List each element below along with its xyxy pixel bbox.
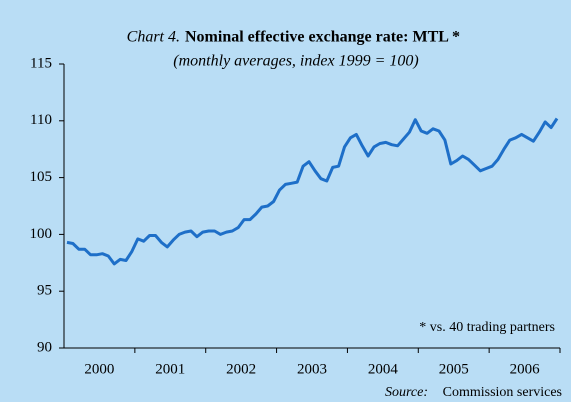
x-tick-label: 2002 bbox=[226, 361, 256, 377]
y-tick-label: 100 bbox=[30, 226, 53, 242]
x-tick-label: 2003 bbox=[297, 361, 327, 377]
source: Commission services bbox=[443, 385, 562, 400]
chart-subtitle: (monthly averages, index 1999 = 100) bbox=[173, 53, 418, 70]
y-tick-label: 105 bbox=[30, 169, 53, 185]
y-tick-label: 110 bbox=[30, 112, 52, 128]
y-tick-label: 95 bbox=[37, 283, 52, 299]
y-tick-label: 90 bbox=[37, 339, 52, 355]
x-tick-label: 2006 bbox=[510, 361, 541, 377]
chart-title: Nominal effective exchange rate: MTL * bbox=[185, 29, 460, 46]
x-tick-label: 2001 bbox=[155, 361, 185, 377]
source-label: Source: bbox=[385, 385, 428, 400]
annotation: * vs. 40 trading partners bbox=[419, 320, 555, 335]
x-tick-label: 2005 bbox=[439, 361, 469, 377]
x-tick-label: 2004 bbox=[368, 361, 399, 377]
x-tick-label: 2000 bbox=[84, 361, 114, 377]
y-tick-label: 115 bbox=[30, 55, 52, 71]
data-line bbox=[66, 117, 559, 266]
chart-label: Chart 4. bbox=[127, 29, 180, 46]
